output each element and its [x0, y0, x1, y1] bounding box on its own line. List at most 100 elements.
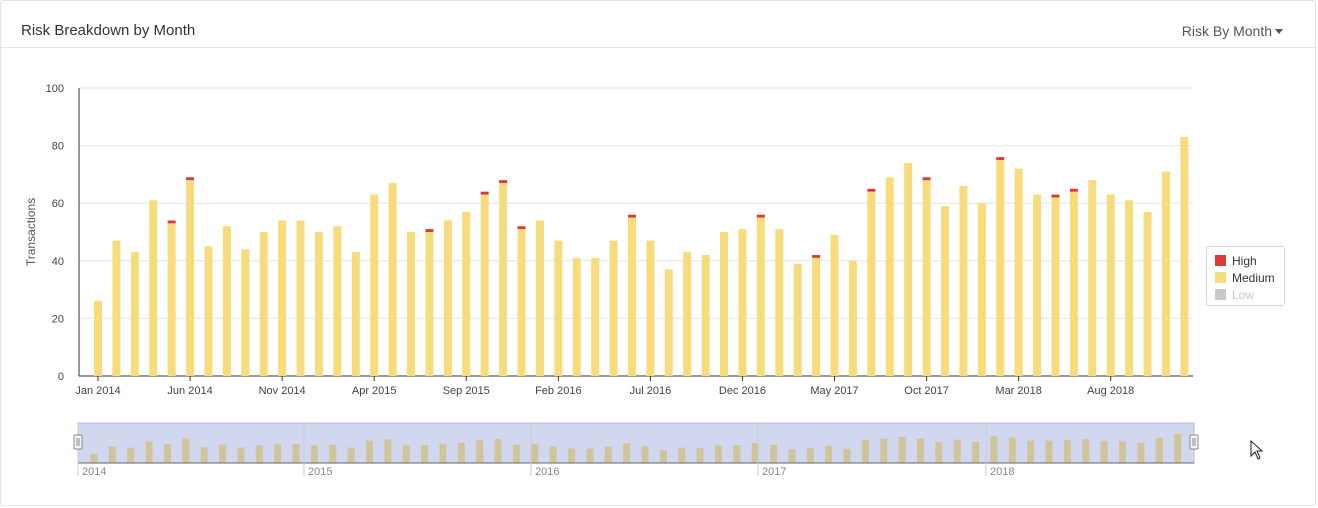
bar-medium — [351, 252, 360, 376]
bar-medium — [996, 160, 1005, 376]
panel-header: Risk Breakdown by Month Risk By Month — [1, 1, 1317, 48]
navigator-bar — [127, 447, 135, 463]
bar-medium — [517, 229, 526, 376]
bar-medium — [204, 246, 213, 376]
navigator-selection — [77, 422, 1195, 464]
legend-label-medium: Medium — [1232, 270, 1275, 285]
bar-medium — [499, 183, 508, 376]
navigator-bar — [1137, 442, 1145, 463]
navigator-bar — [586, 448, 594, 463]
navigator-left-handle[interactable] — [73, 434, 83, 450]
bar-medium — [222, 226, 231, 376]
x-tick-label: May 2017 — [810, 385, 858, 397]
navigator-bar — [384, 439, 392, 463]
bar-medium — [425, 232, 434, 376]
bar-high — [167, 220, 176, 224]
dropdown-label: Risk By Month — [1181, 23, 1272, 39]
navigator-bar — [714, 445, 722, 463]
bar-medium — [388, 183, 397, 376]
navigator-bar — [1100, 440, 1108, 463]
risk-by-month-dropdown[interactable]: Risk By Month — [1182, 23, 1283, 39]
navigator-right-handle[interactable] — [1189, 434, 1199, 450]
navigator-bar — [310, 445, 318, 463]
bar-medium — [775, 229, 784, 376]
y-tick-label: 80 — [52, 141, 64, 153]
bar-medium — [1180, 136, 1189, 376]
navigator-bar — [1027, 440, 1035, 463]
bar-medium — [1143, 211, 1152, 376]
navigator-bar — [678, 447, 686, 463]
navigator-bar — [659, 449, 667, 463]
navigator-bar — [751, 443, 759, 463]
x-tick-label: Jun 2014 — [167, 385, 212, 397]
navigator-bar — [623, 443, 631, 463]
panel-title: Risk Breakdown by Month — [21, 22, 196, 39]
x-tick-label: Oct 2017 — [904, 385, 949, 397]
navigator-bar — [788, 449, 796, 463]
navigator-bar — [90, 453, 98, 463]
legend-item-medium[interactable]: Medium — [1207, 269, 1284, 286]
navigator-bar — [843, 448, 851, 463]
bar-high — [756, 214, 765, 218]
bar-medium — [112, 240, 121, 376]
bar-medium — [1014, 168, 1023, 376]
bar-medium — [314, 232, 323, 376]
bar-medium — [259, 232, 268, 376]
bar-medium — [830, 234, 839, 376]
navigator-bar — [476, 440, 484, 463]
bar-medium — [480, 194, 489, 376]
y-axis-title: Transactions — [24, 198, 38, 266]
bar-medium — [296, 220, 305, 376]
navigator-bar — [549, 446, 557, 463]
bar-medium — [683, 252, 692, 376]
navigator-bar — [292, 443, 300, 463]
navigator-year-label: 2016 — [535, 466, 559, 478]
legend-swatch-low — [1215, 289, 1226, 300]
bar-medium — [535, 220, 544, 376]
bar-medium — [167, 223, 176, 376]
legend-item-low[interactable]: Low — [1207, 286, 1284, 303]
navigator-bar — [439, 443, 447, 463]
bar-medium — [1125, 200, 1134, 376]
navigator-bar — [145, 441, 153, 463]
bar-medium — [664, 269, 673, 376]
bar-medium — [627, 217, 636, 376]
chevron-down-icon — [1275, 29, 1283, 34]
navigator-bar — [953, 439, 961, 463]
bar-medium — [1161, 171, 1170, 376]
bar-medium — [186, 180, 195, 376]
bar-medium — [941, 206, 950, 376]
navigator-bar — [935, 442, 943, 463]
navigator-year-label: 2014 — [82, 466, 106, 478]
navigator-bar — [219, 444, 227, 463]
bar-medium — [1051, 197, 1060, 376]
navigator-bar — [917, 438, 924, 463]
navigator-bar — [1155, 437, 1163, 463]
legend-label-low: Low — [1232, 287, 1255, 302]
navigator-bar — [1008, 437, 1016, 463]
bar-medium — [130, 252, 139, 376]
bar-high — [1051, 194, 1060, 198]
chart-legend: High Medium Low — [1206, 246, 1285, 306]
navigator-bar — [806, 448, 814, 463]
bar-medium — [701, 255, 710, 376]
y-tick-label: 0 — [58, 371, 64, 383]
bar-high — [186, 177, 195, 181]
legend-item-high[interactable]: High — [1207, 252, 1284, 269]
bar-medium — [848, 260, 857, 376]
y-tick-label: 100 — [46, 83, 64, 95]
navigator-year-label: 2018 — [990, 466, 1014, 478]
bar-medium — [591, 257, 600, 376]
navigator-bar — [255, 445, 263, 463]
bar-medium — [278, 220, 287, 376]
legend-swatch-high — [1215, 255, 1226, 266]
navigator-bar — [457, 442, 465, 463]
navigator-bar — [972, 441, 980, 463]
bar-high — [517, 226, 526, 230]
navigator-bar — [825, 445, 833, 463]
navigator-bar — [163, 443, 171, 463]
bar-medium — [977, 203, 986, 376]
bar-medium — [959, 185, 968, 376]
